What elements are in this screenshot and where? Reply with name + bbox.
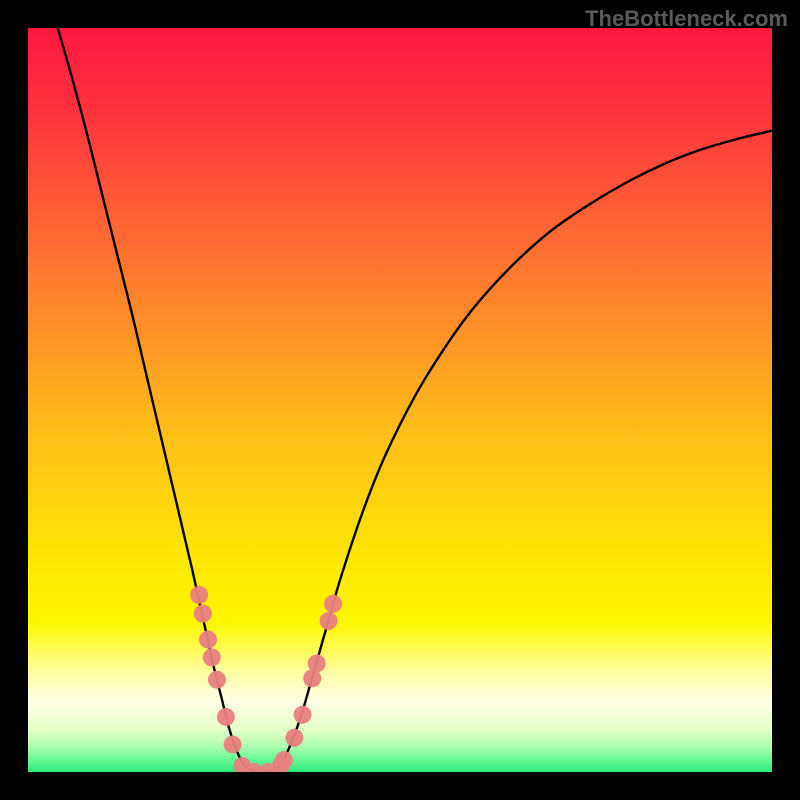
- data-marker: [190, 586, 208, 604]
- data-marker: [320, 612, 338, 630]
- data-marker: [224, 735, 242, 753]
- data-marker: [324, 595, 342, 613]
- watermark-text: TheBottleneck.com: [585, 6, 788, 32]
- plot-area: [28, 28, 772, 772]
- data-marker: [294, 706, 312, 724]
- data-marker: [308, 654, 326, 672]
- data-marker: [194, 605, 212, 623]
- plot-svg: [28, 28, 772, 772]
- data-marker: [208, 671, 226, 689]
- data-marker: [199, 631, 217, 649]
- data-marker: [203, 648, 221, 666]
- plot-background: [28, 28, 772, 772]
- data-marker: [275, 751, 293, 769]
- data-marker: [217, 708, 235, 726]
- data-marker: [285, 729, 303, 747]
